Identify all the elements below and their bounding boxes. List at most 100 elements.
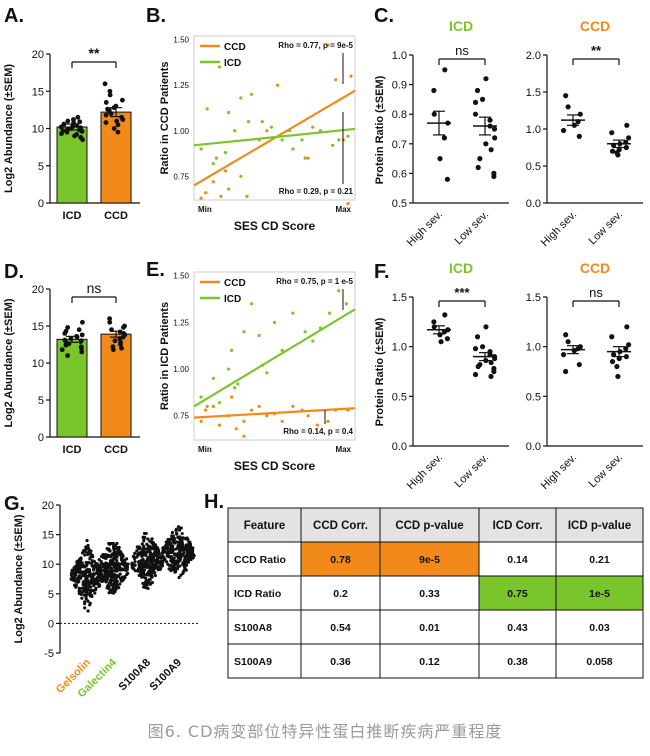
panel-g-point — [88, 551, 92, 556]
panel-d-y-label: Log2 Abundance (±SEM) — [3, 298, 15, 427]
panel-g-point — [157, 551, 161, 556]
panel-a-y-tick-label: 15 — [32, 86, 44, 98]
panel-e-point-icd — [249, 302, 254, 306]
panel-a-x-tick-label: ICD — [63, 210, 82, 222]
panel-g-point — [150, 559, 155, 563]
panel-g-point — [179, 573, 183, 577]
panel-b-point-icd — [269, 125, 274, 129]
panel-g-point — [157, 567, 161, 572]
panel-d-bar-ccd — [100, 333, 132, 438]
panel-g-point — [104, 578, 109, 582]
panel-e-point-icd — [265, 371, 269, 375]
panel-g-point — [119, 555, 124, 559]
panel-c-icd-y-tick-label: 0.7 — [392, 139, 407, 151]
panel-h-cell — [478, 609, 557, 645]
panel-b-legend-label: CCD — [224, 42, 246, 53]
panel-b-point-ccd — [346, 202, 350, 206]
panel-e-y-tick-label: 1.25 — [173, 318, 189, 327]
panel-b-point-icd — [260, 120, 264, 124]
panel-e-panel-letter: E. — [146, 259, 165, 281]
panel-a-y-tick-label: 10 — [32, 124, 44, 136]
panel-c-icd-sig-label: ns — [455, 43, 469, 58]
panel-f-icd-point — [483, 324, 489, 330]
panel-c-ccd-title: CCD — [580, 18, 610, 34]
panel-h-cell-value: 0.14 — [507, 554, 528, 566]
panel-h-header-cell — [379, 507, 480, 543]
panel-b-point-icd — [233, 129, 237, 133]
panel-c-icd-point — [487, 117, 493, 123]
panel-g-point — [115, 583, 119, 588]
panel-g-point — [179, 526, 183, 530]
panel-g-point — [160, 562, 164, 566]
panel-c-icd-x-tick-label: High sev. — [405, 209, 445, 249]
panel-g-panel-letter: G. — [4, 493, 25, 515]
panel-c-ccd-point — [615, 152, 621, 158]
panel-g-point — [88, 601, 92, 605]
panel-f-ccd-y-tick-label: 0.5 — [526, 391, 541, 403]
panel-g-point — [79, 556, 83, 560]
panel-g-point — [146, 586, 150, 590]
panel-g-point — [76, 565, 80, 569]
panel-e-point-icd — [230, 348, 234, 352]
panel-g-point — [153, 550, 157, 555]
panel-g-point — [72, 577, 76, 582]
panel-f-icd-point — [444, 336, 451, 342]
panel-f-icd-y-tick-label: 0.5 — [392, 391, 407, 403]
panel-b-point-icd — [306, 156, 310, 160]
panel-e-point-icd — [303, 330, 307, 334]
panel-g-point — [90, 594, 94, 599]
panel-d-point — [80, 319, 85, 325]
panel-g-point — [170, 547, 174, 551]
panel-b-point-ccd — [239, 174, 243, 178]
panel-c-ccd-point — [560, 127, 567, 134]
panel-f-icd-sig-label: *** — [454, 285, 470, 300]
panel-b-point-ccd — [265, 129, 269, 133]
panel-c-icd-point — [444, 176, 451, 182]
panel-g-point — [141, 581, 145, 585]
panel-g-point — [116, 546, 120, 551]
panel-h-cell-value: 0.03 — [589, 622, 610, 634]
panel-g-point — [185, 552, 189, 556]
panel-e-point-ccd — [249, 408, 254, 412]
panel-h-cell — [555, 643, 644, 679]
panel-h-cell-value: 0.78 — [330, 554, 351, 566]
panel-f-icd-point — [431, 324, 437, 330]
panel-h-header-cell — [300, 507, 381, 543]
panel-g-point — [109, 575, 113, 579]
panel-h-cell — [300, 643, 381, 679]
panel-b-point-ccd — [219, 194, 223, 198]
panel-f-icd-point — [488, 359, 494, 366]
panel-g-point — [177, 558, 181, 563]
panel-f-ccd-x-tick-label: Low sev. — [587, 452, 626, 491]
panel-a-point — [74, 132, 79, 137]
panel-e-point-ccd — [204, 408, 208, 412]
panel-a-point — [103, 112, 109, 118]
panel-g-point — [124, 568, 128, 572]
panel-g-point — [167, 551, 171, 555]
panel-a-point — [115, 122, 121, 128]
panel-g-point — [151, 555, 155, 560]
panel-g-point — [143, 580, 148, 584]
panel-f-icd-point — [431, 319, 437, 325]
panel-h-cell-value: 0.2 — [333, 588, 348, 600]
panel-h-row-label: ICD Ratio — [234, 588, 281, 600]
panel-b-y-label: Ratio in CCD Patients — [159, 61, 171, 174]
panel-g-point — [174, 547, 178, 551]
panel-c-icd-x-tick-label: Low sev. — [453, 209, 492, 248]
panel-c-icd-point — [442, 67, 448, 73]
panel-c-icd-y-tick-label: 0.8 — [392, 109, 407, 121]
panel-a-point — [61, 121, 67, 127]
panel-e-point-ccd — [217, 423, 222, 427]
panel-g-point — [151, 562, 156, 567]
panel-c-icd-point — [441, 135, 448, 141]
panel-g-point — [167, 554, 171, 559]
panel-c-icd-point — [491, 126, 498, 132]
panel-g-point — [169, 558, 174, 562]
panel-g-point — [133, 569, 137, 573]
panel-a-point — [80, 137, 85, 143]
panel-g-point — [141, 547, 145, 551]
panel-h-cell — [227, 609, 302, 645]
panel-c-ccd-point — [609, 148, 616, 154]
panel-g-point — [78, 590, 83, 595]
panel-g-point — [90, 561, 94, 566]
